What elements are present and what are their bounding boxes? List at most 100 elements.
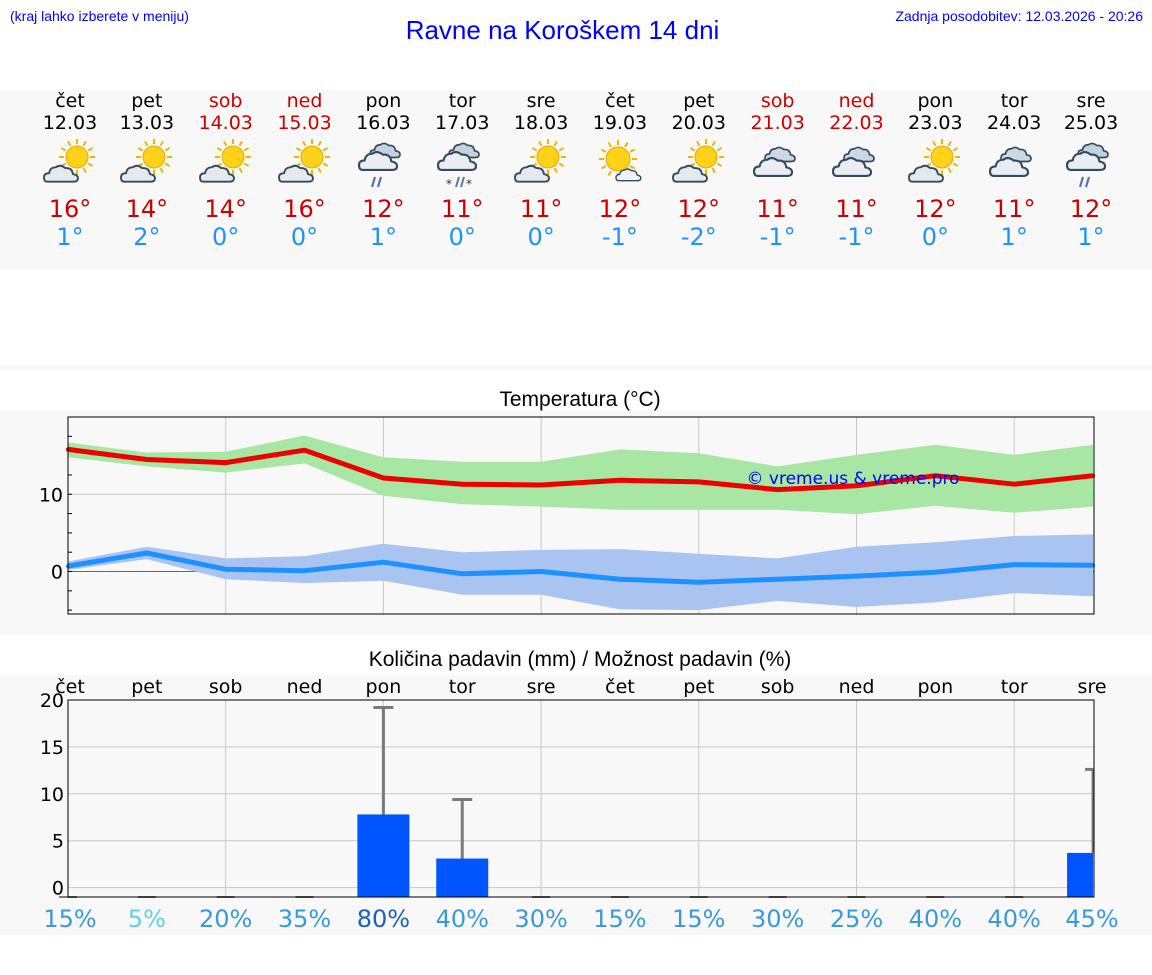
precip-bar — [357, 814, 410, 897]
day-date: 22.03 — [829, 112, 884, 134]
precip-bar — [1067, 852, 1094, 897]
x-day-label: pon — [917, 676, 953, 698]
day-date: 19.03 — [592, 112, 648, 134]
rain-cloud-icon — [358, 142, 402, 188]
day-name: tor — [448, 90, 476, 112]
x-day-label: sob — [209, 676, 243, 698]
day-forecast: čet 12.03 16° 1° — [31, 90, 110, 251]
y-tick-label: 10 — [39, 484, 63, 506]
precip-probability-label: 15% — [43, 905, 96, 933]
max-temp-point — [696, 479, 701, 484]
day-max-temp: 12° — [677, 195, 721, 223]
day-forecast: sob 14.03 14° 0° — [186, 90, 265, 251]
day-max-temp: 14° — [204, 195, 247, 223]
partly-cloudy-sun-icon — [43, 139, 95, 183]
min-temp-point — [854, 574, 859, 579]
day-max-temp: 12° — [362, 195, 405, 223]
plot-area — [68, 700, 1094, 897]
y-tick-label: 5 — [52, 831, 64, 853]
day-forecast: pon 23.03 12° 0° — [896, 90, 975, 251]
day-min-temp: -2° — [680, 223, 717, 251]
temperature-chart-title: Temperatura (°C) — [499, 388, 661, 411]
max-temp-point — [381, 476, 386, 481]
day-name: pon — [365, 90, 402, 112]
day-forecast: sre 25.03 12° 1° — [1052, 90, 1131, 251]
min-temp-point — [617, 577, 622, 582]
min-temp-point — [302, 568, 307, 573]
day-name: tor — [1000, 90, 1028, 112]
precip-probability-label: 40% — [909, 905, 962, 933]
precip-probability-label: 80% — [357, 905, 410, 933]
day-date: 18.03 — [513, 112, 569, 134]
day-min-temp: -1° — [601, 223, 638, 251]
day-name: pon — [917, 90, 954, 112]
day-forecast: pon 16.03 12° 1° — [344, 90, 423, 251]
min-temp-point — [381, 560, 386, 565]
day-forecast: ned 15.03 16° 0° — [265, 90, 344, 251]
min-temp-point — [223, 567, 228, 572]
max-temp-point — [1012, 482, 1017, 487]
max-temp-point — [539, 482, 544, 487]
forecast-band — [0, 90, 1152, 270]
day-min-temp: 0° — [290, 223, 319, 251]
day-name: sre — [1076, 90, 1106, 112]
day-name: sre — [526, 90, 556, 112]
day-name: čet — [55, 90, 85, 112]
day-max-temp: 14° — [125, 195, 169, 223]
min-temp-point — [539, 569, 544, 574]
min-temp-point — [775, 577, 780, 582]
partly-cloudy-sun-icon — [198, 139, 251, 183]
min-temp-line — [67, 550, 1094, 585]
partly-cloudy-sun-icon — [277, 139, 330, 183]
max-temp-point — [775, 487, 780, 492]
day-date: 17.03 — [435, 112, 490, 134]
plot-frame — [67, 416, 1095, 615]
last-update: Zadnja posodobitev: 12.03.2026 - 20:26 — [895, 8, 1143, 24]
day-max-temp: 16° — [48, 195, 92, 223]
day-forecast: pet 13.03 14° 2° — [107, 90, 186, 251]
day-forecast: sre 18.03 11° 0° — [502, 90, 581, 251]
x-day-label: čet — [55, 676, 85, 698]
day-name: sob — [208, 90, 243, 112]
day-name: ned — [286, 90, 323, 112]
x-day-label: sre — [527, 676, 556, 698]
precip-chart-title: Količina padavin (mm) / Možnost padavin … — [368, 648, 792, 671]
day-name: sob — [760, 90, 795, 112]
day-max-temp: 11° — [835, 195, 878, 223]
sun-small-cloud-icon — [598, 140, 642, 182]
precip-probability-label: 30% — [514, 905, 567, 933]
x-day-label: pet — [131, 676, 162, 698]
y-tick-label: 10 — [40, 784, 64, 806]
min-temp-point — [933, 570, 938, 575]
precip-probability-label: 40% — [988, 905, 1041, 933]
precip-probability-label: 25% — [830, 905, 883, 933]
cloudy-icon — [752, 146, 796, 177]
max-temp-point — [144, 457, 149, 462]
cloudy-icon — [989, 146, 1033, 177]
partly-cloudy-sun-icon — [908, 139, 961, 183]
day-min-temp: 1° — [56, 223, 84, 251]
day-max-temp: 11° — [519, 195, 563, 223]
svg-text:*: * — [466, 177, 472, 191]
precip-probability-label: 5% — [128, 905, 166, 933]
temperature-chart: 0 10 © vreme.us & vreme.pro — [39, 416, 1096, 615]
day-min-temp: 1° — [1000, 223, 1028, 251]
y-tick-label: 20 — [40, 690, 64, 712]
precip-probability-label: 35% — [278, 905, 331, 933]
day-max-temp: 11° — [992, 195, 1036, 223]
day-max-temp: 11° — [756, 195, 799, 223]
day-min-temp: 1° — [1077, 223, 1105, 251]
precip-probability-label: 45% — [1065, 905, 1118, 933]
day-max-temp: 12° — [1069, 195, 1113, 223]
x-day-label: tor — [449, 676, 476, 698]
max-temp-point — [854, 483, 859, 488]
day-max-temp: 11° — [440, 195, 484, 223]
day-date: 21.03 — [750, 112, 805, 134]
page-title: Ravne na Koroškem 14 dni — [405, 15, 720, 45]
precip-probability-label: 15% — [593, 905, 646, 933]
precip-probability-label: 30% — [751, 905, 804, 933]
day-name: pet — [131, 90, 163, 112]
min-temp-point — [696, 580, 701, 585]
day-date: 13.03 — [119, 112, 175, 134]
